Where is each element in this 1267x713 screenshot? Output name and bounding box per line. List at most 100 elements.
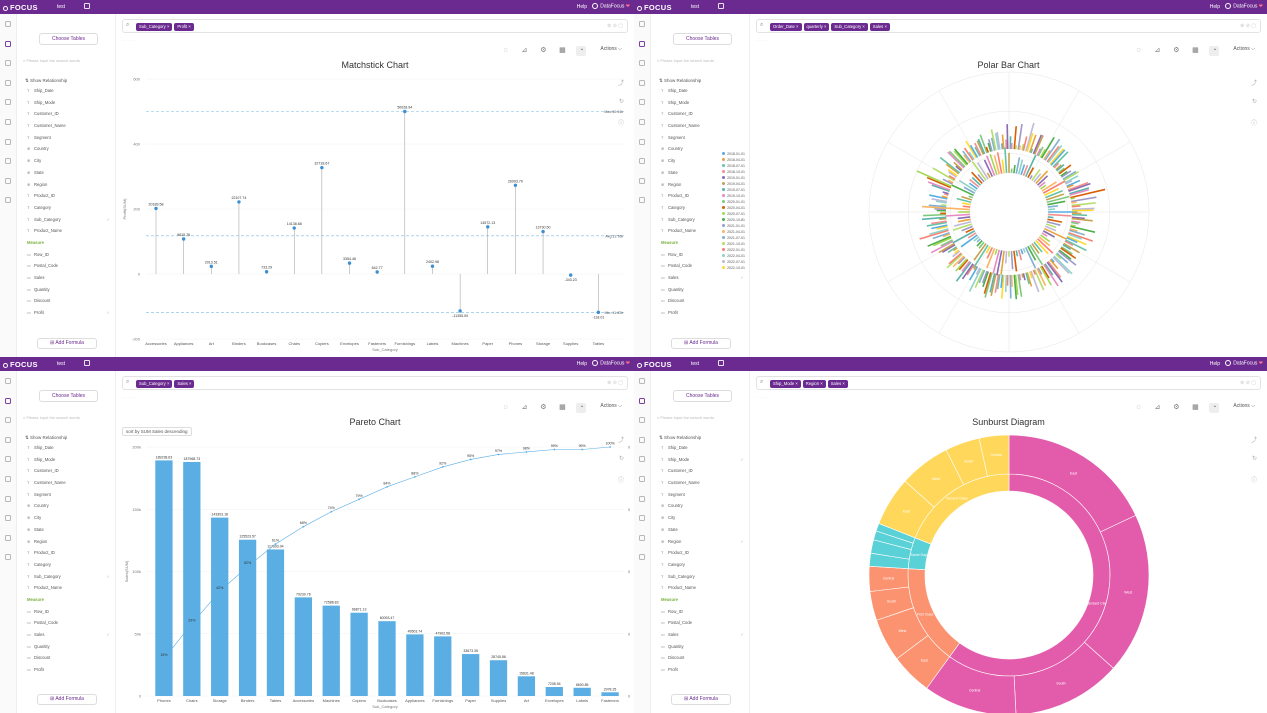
field-search-input[interactable]: ⌕ Please input the search words <box>23 415 80 420</box>
field-item[interactable]: T Ship_Date <box>661 88 746 100</box>
field-item[interactable]: T Segment <box>27 492 112 504</box>
add-formula-button[interactable]: ⊞ Add Formula <box>671 694 731 705</box>
legend-item[interactable]: 2022-10-01 <box>722 266 745 272</box>
choose-tables-button[interactable]: Choose Tables <box>39 33 98 45</box>
field-item[interactable]: ▭ Quantity <box>27 287 112 299</box>
field-item[interactable]: T Customer_Name <box>661 480 746 492</box>
legend-item[interactable]: 2022-07-01 <box>722 260 745 266</box>
field-item[interactable]: T Customer_ID <box>27 111 112 123</box>
info-icon[interactable]: ⓘ <box>617 121 624 127</box>
field-item[interactable]: T Product_Name <box>27 228 112 240</box>
field-item[interactable]: ▭ Quantity <box>27 644 112 656</box>
rail-table-icon[interactable] <box>5 99 11 106</box>
pin-icon[interactable]: ⊿ <box>1154 404 1161 411</box>
legend-item[interactable]: 2020-07-01 <box>722 212 745 218</box>
comment-icon[interactable]: ◌ <box>1136 47 1141 54</box>
pin-icon[interactable]: ⊿ <box>521 47 528 54</box>
field-item[interactable]: T Product_Name <box>661 585 746 597</box>
trend-icon[interactable]: ⤴ <box>617 438 624 444</box>
refresh-icon[interactable]: ↻ <box>618 456 624 462</box>
rail-search-icon[interactable] <box>5 397 11 404</box>
field-item[interactable]: T Segment <box>661 135 746 147</box>
field-item[interactable]: ⊕ State <box>661 527 746 539</box>
chart-view-icon[interactable]: ◔ <box>1209 46 1220 56</box>
field-item[interactable]: ▭ Row_ID <box>27 609 112 621</box>
field-item[interactable]: ▭ Profit <box>27 667 112 679</box>
info-icon[interactable]: ⓘ <box>617 478 624 484</box>
actions-dropdown[interactable]: Actions ⌵ <box>1233 46 1255 52</box>
field-item[interactable]: ⊕ Country <box>661 146 746 158</box>
rail-chart-line-icon[interactable] <box>639 534 645 541</box>
search-bar-controls[interactable]: ⊗ ⊘ ▢ <box>1240 23 1256 29</box>
field-item[interactable]: ▭ Sales <box>27 275 112 287</box>
layout-toggle-icon[interactable] <box>84 3 90 9</box>
focus-logo[interactable]: FOCUS <box>637 360 672 369</box>
field-item[interactable]: T Customer_ID <box>27 468 112 480</box>
field-item[interactable]: ⊕ State <box>27 170 112 182</box>
add-formula-button[interactable]: ⊞ Add Formula <box>671 338 731 349</box>
field-item[interactable]: T Ship_Date <box>27 88 112 100</box>
show-relationship-toggle[interactable]: ⇅ Show Relationship <box>659 78 702 83</box>
field-item[interactable]: ⊕ Country <box>27 503 112 515</box>
legend-item[interactable]: 2018-07-01 <box>722 164 745 170</box>
gear-icon[interactable]: ⚙ <box>540 404 547 411</box>
rail-home-icon[interactable] <box>639 378 645 384</box>
search-chip[interactable]: Sub_Category × <box>136 22 173 31</box>
rail-settings-icon[interactable] <box>639 554 645 561</box>
user-menu[interactable]: DataFocus ❤ <box>592 360 630 367</box>
field-item[interactable]: T Ship_Mode ✓ <box>661 457 746 469</box>
choose-tables-button[interactable]: Choose Tables <box>673 390 732 402</box>
field-item[interactable]: ▭ Profit <box>661 310 746 322</box>
rail-chart-line-icon[interactable] <box>639 177 645 184</box>
field-item[interactable]: ▭ Postal_Code <box>661 620 746 632</box>
legend-item[interactable]: 2022-04-01 <box>722 254 745 260</box>
rail-eye-icon[interactable] <box>5 436 11 443</box>
search-chip[interactable]: quarterly × <box>803 22 830 31</box>
search-bar[interactable]: ⌕ Sub_Category × Sales × ⊗ ⊘ ▢ <box>122 376 628 390</box>
legend-item[interactable]: 2020-01-01 <box>722 200 745 206</box>
refresh-icon[interactable]: ↻ <box>1251 456 1257 462</box>
help-link[interactable]: Help <box>1209 361 1220 367</box>
rail-user-icon[interactable] <box>5 515 11 522</box>
legend-item[interactable]: 2021-01-01 <box>722 224 745 230</box>
rail-question-icon[interactable] <box>639 417 645 424</box>
field-item[interactable]: T Sub_Category <box>661 574 746 586</box>
search-chip[interactable]: Sales × <box>174 379 195 388</box>
info-icon[interactable]: ⓘ <box>1250 121 1257 127</box>
search-bar-controls[interactable]: ⊗ ⊘ ▢ <box>607 23 623 29</box>
field-item[interactable]: ⊕ State <box>661 170 746 182</box>
field-item[interactable]: ▭ Row_ID <box>661 252 746 264</box>
layout-toggle-icon[interactable] <box>718 360 724 366</box>
rail-user-icon[interactable] <box>639 515 645 522</box>
field-item[interactable]: T Customer_Name <box>27 123 112 135</box>
field-item[interactable]: ⊕ City <box>27 158 112 170</box>
rail-question-icon[interactable] <box>5 60 11 67</box>
field-item[interactable]: ⊕ Country <box>27 146 112 158</box>
rail-home-icon[interactable] <box>5 21 11 27</box>
chart-view-icon[interactable]: ◔ <box>576 46 587 56</box>
field-item[interactable]: ▭ Row_ID <box>27 252 112 264</box>
field-item[interactable]: T Category <box>27 562 112 574</box>
show-relationship-toggle[interactable]: ⇅ Show Relationship <box>25 435 68 440</box>
search-chip[interactable]: Sales × <box>827 379 848 388</box>
search-bar[interactable]: ⌕ Order_Date × quarterly × Sub_Category × Sa… <box>756 19 1261 33</box>
rail-chat-icon[interactable] <box>5 476 11 482</box>
rail-user-icon[interactable] <box>5 158 11 165</box>
field-item[interactable]: T Customer_ID <box>661 111 746 123</box>
chart-view-icon[interactable]: ◔ <box>1209 403 1220 413</box>
rail-home-icon[interactable] <box>5 378 11 384</box>
search-bar-controls[interactable]: ⊗ ⊘ ▢ <box>1240 380 1256 386</box>
field-item[interactable]: ▭ Sales ✓ <box>661 632 746 644</box>
field-item[interactable]: ▭ Postal_Code <box>27 620 112 632</box>
tab-name[interactable]: test <box>691 4 700 10</box>
rail-chat-icon[interactable] <box>639 119 645 125</box>
legend-item[interactable]: 2021-04-01 <box>722 230 745 236</box>
field-item[interactable]: ▭ Discount <box>27 655 112 667</box>
table-view-icon[interactable]: ▦ <box>1192 47 1199 54</box>
rail-eye-icon[interactable] <box>639 436 645 443</box>
trend-icon[interactable]: ⤴ <box>1250 438 1257 444</box>
refresh-icon[interactable]: ↻ <box>618 99 624 105</box>
user-menu[interactable]: DataFocus ❤ <box>592 3 630 10</box>
field-item[interactable]: T Ship_Date <box>27 445 112 457</box>
field-item[interactable]: ⊕ Region <box>27 182 112 194</box>
